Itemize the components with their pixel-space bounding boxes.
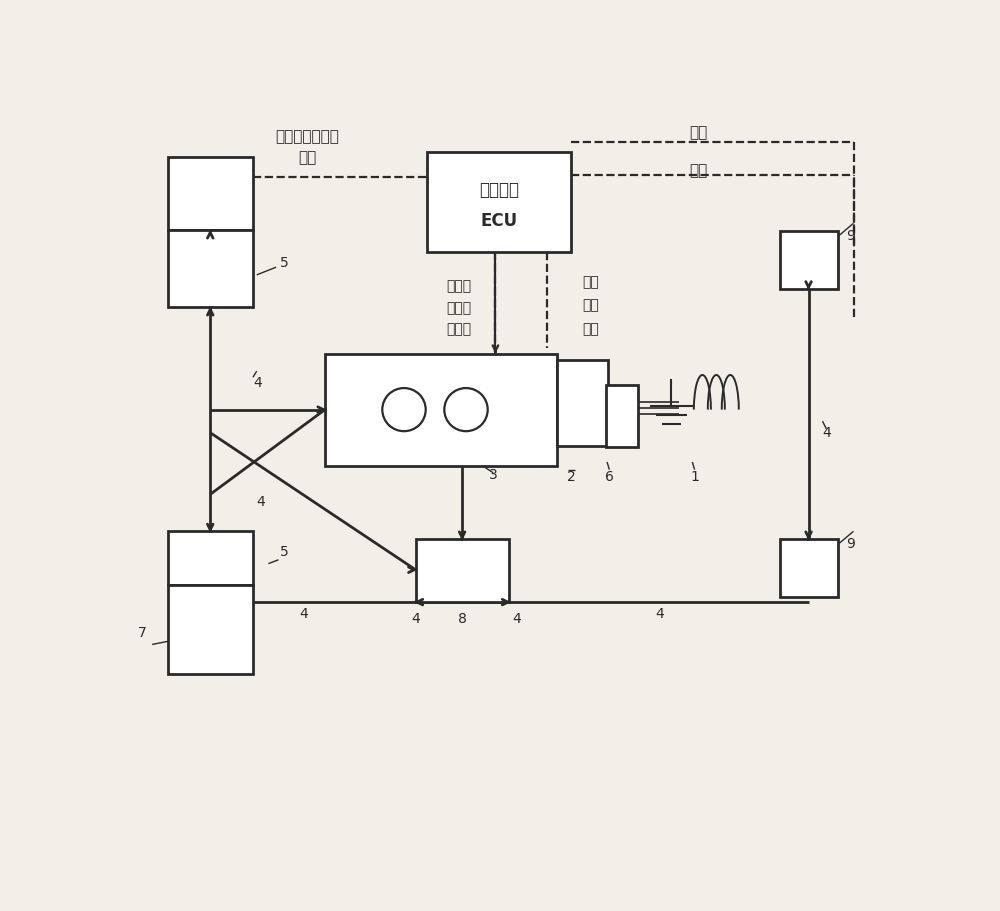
- Bar: [168, 585, 253, 674]
- Text: 4: 4: [253, 375, 262, 390]
- Text: 4: 4: [655, 607, 664, 620]
- Text: 电机制动力控制: 电机制动力控制: [275, 128, 339, 144]
- Bar: [557, 360, 608, 445]
- Text: 1: 1: [691, 469, 700, 484]
- Text: 4: 4: [822, 425, 831, 440]
- Text: 3: 3: [489, 468, 498, 482]
- Text: 制信号: 制信号: [447, 322, 472, 336]
- Text: 9: 9: [846, 537, 855, 551]
- Bar: [780, 231, 838, 289]
- Text: 复合制动: 复合制动: [479, 181, 519, 200]
- Bar: [168, 230, 253, 307]
- Text: 液压制: 液压制: [447, 280, 472, 293]
- Text: 轮速: 轮速: [689, 163, 708, 179]
- Text: 4: 4: [257, 495, 266, 509]
- Text: 车速: 车速: [689, 125, 708, 140]
- Bar: [780, 539, 838, 597]
- Bar: [606, 385, 638, 446]
- Bar: [325, 354, 557, 466]
- Text: 制动: 制动: [582, 275, 599, 290]
- Text: 6: 6: [606, 469, 614, 484]
- Text: 踏板: 踏板: [582, 299, 599, 312]
- Text: 信号: 信号: [298, 150, 316, 165]
- Text: 位置: 位置: [582, 322, 599, 336]
- Text: 4: 4: [299, 607, 308, 620]
- Text: 4: 4: [411, 612, 420, 626]
- Text: 7: 7: [138, 626, 147, 640]
- Text: 动力控: 动力控: [447, 301, 472, 315]
- Text: 5: 5: [280, 256, 289, 271]
- Bar: [168, 157, 253, 230]
- Text: 8: 8: [458, 612, 467, 626]
- Bar: [427, 151, 571, 251]
- Bar: [168, 531, 253, 585]
- Text: 2: 2: [567, 469, 576, 484]
- Text: ECU: ECU: [480, 212, 518, 230]
- Text: 5: 5: [280, 545, 289, 559]
- Text: 4: 4: [512, 612, 521, 626]
- Text: 9: 9: [846, 230, 855, 243]
- Bar: [416, 539, 509, 602]
